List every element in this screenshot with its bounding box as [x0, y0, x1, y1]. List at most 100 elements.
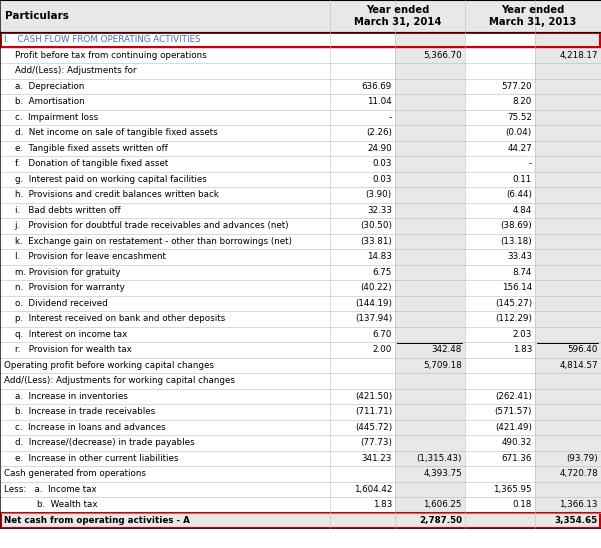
Bar — [465, 373, 535, 389]
Bar — [465, 125, 535, 140]
Bar — [535, 110, 601, 125]
Bar — [535, 389, 601, 404]
Bar — [465, 482, 535, 497]
Text: (2.26): (2.26) — [366, 128, 392, 137]
Bar — [535, 265, 601, 280]
Bar — [465, 203, 535, 218]
Text: 4,393.75: 4,393.75 — [423, 469, 462, 478]
Bar — [0, 172, 330, 187]
Text: 6.70: 6.70 — [373, 330, 392, 339]
Text: (93.79): (93.79) — [566, 454, 598, 463]
Bar — [330, 32, 395, 48]
Bar — [465, 295, 535, 311]
Bar — [330, 404, 395, 420]
Bar — [535, 140, 601, 156]
Bar — [535, 280, 601, 295]
Text: b.  Amortisation: b. Amortisation — [4, 97, 85, 106]
Text: 596.40: 596.40 — [567, 345, 598, 354]
Text: 11.04: 11.04 — [367, 97, 392, 106]
Bar — [1, 32, 600, 47]
Bar — [330, 172, 395, 187]
Text: 341.23: 341.23 — [362, 454, 392, 463]
Bar — [395, 295, 465, 311]
Bar — [0, 187, 330, 203]
Bar — [395, 172, 465, 187]
Text: g.  Interest paid on working capital facilities: g. Interest paid on working capital faci… — [4, 175, 207, 184]
Text: 14.83: 14.83 — [367, 252, 392, 261]
Bar — [330, 311, 395, 327]
Bar — [535, 32, 601, 48]
Bar — [330, 327, 395, 342]
Text: e.  Increase in other current liabilities: e. Increase in other current liabilities — [4, 454, 178, 463]
Text: q.  Interest on income tax: q. Interest on income tax — [4, 330, 127, 339]
Bar — [395, 156, 465, 172]
Bar — [395, 48, 465, 63]
Bar — [330, 435, 395, 450]
Bar — [0, 311, 330, 327]
Bar — [535, 357, 601, 373]
Bar — [395, 327, 465, 342]
Bar — [395, 249, 465, 265]
Text: f.   Donation of tangible fixed asset: f. Donation of tangible fixed asset — [4, 159, 168, 168]
Text: 4,720.78: 4,720.78 — [560, 469, 598, 478]
Text: 671.36: 671.36 — [502, 454, 532, 463]
Text: 1,365.95: 1,365.95 — [493, 485, 532, 494]
Bar — [0, 512, 601, 528]
Bar — [465, 389, 535, 404]
Bar — [465, 357, 535, 373]
Bar — [395, 203, 465, 218]
Bar — [330, 373, 395, 389]
Bar — [395, 404, 465, 420]
Bar — [330, 497, 395, 512]
Text: 32.33: 32.33 — [367, 206, 392, 215]
Text: j.   Provision for doubtful trade receivables and advances (net): j. Provision for doubtful trade receivab… — [4, 221, 288, 230]
Bar — [395, 482, 465, 497]
Text: 8.74: 8.74 — [513, 268, 532, 277]
Bar — [465, 435, 535, 450]
Bar — [330, 482, 395, 497]
Text: o.  Dividend received: o. Dividend received — [4, 299, 108, 308]
Text: d.  Net income on sale of tangible fixed assets: d. Net income on sale of tangible fixed … — [4, 128, 218, 137]
Bar — [465, 187, 535, 203]
Bar — [330, 420, 395, 435]
Bar — [535, 203, 601, 218]
Bar — [535, 78, 601, 94]
Text: 4.84: 4.84 — [513, 206, 532, 215]
Bar — [0, 94, 330, 110]
Bar — [535, 482, 601, 497]
Bar — [330, 280, 395, 295]
Bar — [0, 280, 330, 295]
Bar — [0, 203, 330, 218]
Text: 2,787.50: 2,787.50 — [419, 516, 462, 525]
Bar — [0, 110, 330, 125]
Text: 75.52: 75.52 — [507, 113, 532, 122]
Bar — [465, 63, 535, 78]
Text: Profit before tax from continuing operations: Profit before tax from continuing operat… — [4, 51, 207, 60]
Bar — [0, 233, 330, 249]
Bar — [465, 32, 535, 48]
Text: (571.57): (571.57) — [495, 407, 532, 416]
Bar — [0, 450, 330, 466]
Bar — [395, 311, 465, 327]
Bar — [395, 187, 465, 203]
Bar — [535, 466, 601, 482]
Bar — [465, 404, 535, 420]
Bar — [0, 420, 330, 435]
Bar — [330, 265, 395, 280]
Text: 6.75: 6.75 — [373, 268, 392, 277]
Bar — [330, 63, 395, 78]
Text: 33.43: 33.43 — [507, 252, 532, 261]
Text: (30.50): (30.50) — [360, 221, 392, 230]
Bar — [535, 404, 601, 420]
Bar — [330, 389, 395, 404]
Bar — [0, 0, 601, 32]
Text: e.  Tangible fixed assets written off: e. Tangible fixed assets written off — [4, 144, 168, 153]
Bar — [465, 110, 535, 125]
Text: 342.48: 342.48 — [432, 345, 462, 354]
Bar — [395, 233, 465, 249]
Text: -: - — [529, 159, 532, 168]
Bar — [330, 78, 395, 94]
Bar — [395, 32, 465, 48]
Text: (40.22): (40.22) — [361, 283, 392, 292]
Text: 0.11: 0.11 — [513, 175, 532, 184]
